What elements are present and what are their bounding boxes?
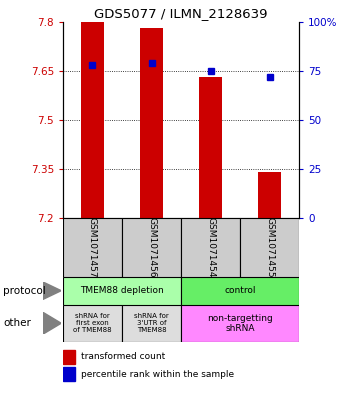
Bar	[81, 22, 104, 218]
Text: TMEM88 depletion: TMEM88 depletion	[80, 286, 164, 295]
Polygon shape	[42, 312, 61, 334]
Bar	[140, 28, 163, 218]
Text: shRNA for
first exon
of TMEM88: shRNA for first exon of TMEM88	[73, 313, 112, 333]
Text: shRNA for
3'UTR of
TMEM88: shRNA for 3'UTR of TMEM88	[134, 313, 169, 333]
Bar	[63, 277, 181, 305]
Text: GSM1071457: GSM1071457	[88, 217, 97, 278]
Bar	[181, 305, 299, 342]
Text: protocol: protocol	[3, 286, 46, 296]
Bar	[63, 350, 75, 364]
Bar	[63, 218, 122, 277]
Text: non-targetting
shRNA: non-targetting shRNA	[207, 314, 273, 333]
Bar	[122, 305, 181, 342]
Bar	[181, 218, 240, 277]
Bar	[181, 277, 299, 305]
Polygon shape	[42, 282, 61, 299]
Text: other: other	[3, 318, 31, 328]
Bar	[122, 218, 181, 277]
Text: GSM1071456: GSM1071456	[147, 217, 156, 278]
Text: GSM1071454: GSM1071454	[206, 217, 215, 278]
Title: GDS5077 / ILMN_2128639: GDS5077 / ILMN_2128639	[94, 7, 268, 20]
Text: control: control	[224, 286, 256, 295]
Text: transformed count: transformed count	[81, 352, 165, 361]
Bar	[63, 305, 122, 342]
Bar	[199, 77, 222, 218]
Bar	[240, 218, 299, 277]
Text: GSM1071455: GSM1071455	[265, 217, 274, 278]
Bar	[258, 172, 281, 218]
Text: percentile rank within the sample: percentile rank within the sample	[81, 370, 234, 379]
Bar	[63, 367, 75, 381]
